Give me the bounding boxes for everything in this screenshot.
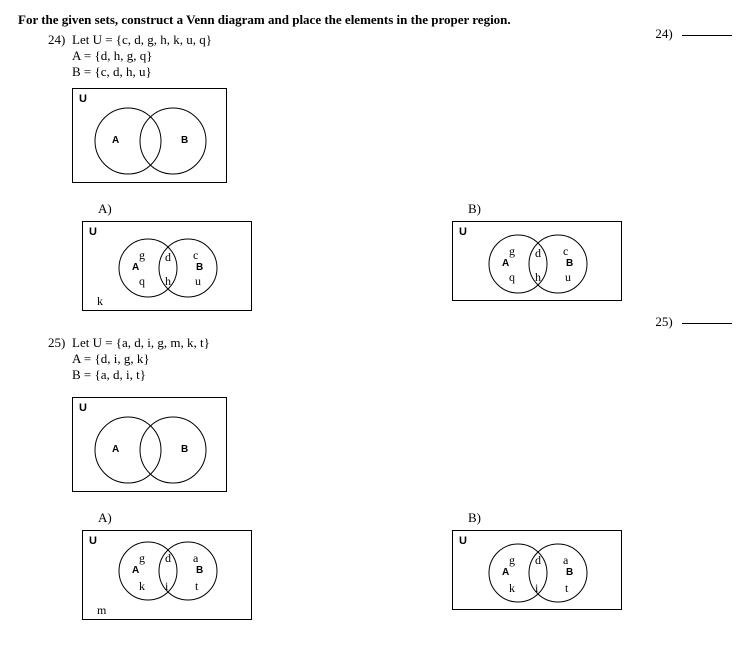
q24-line1: Let U = {c, d, g, h, k, u, q} [72,32,732,48]
venn-element: h [535,270,541,285]
q25-choice-a: A) U ABgdakitm [82,510,252,620]
venn-element: k [139,579,145,594]
venn-element: u [565,270,571,285]
q25-main-venn: U AB [72,397,732,496]
choice-b-label: B) [468,510,622,526]
q24-line3: B = {c, d, h, u} [72,64,732,80]
venn-element: a [193,551,198,566]
set-b-label: B [181,444,188,455]
qnum-25: 25) [48,335,65,351]
instruction-text: For the given sets, construct a Venn dia… [18,12,732,28]
set-b-label: B [196,262,203,273]
venn-element: t [195,579,198,594]
q25-choices: A) U ABgdakitm B) U ABgdakit [82,510,732,620]
blank-line-25 [682,323,732,324]
set-b-label: B [181,135,188,146]
q24-choice-a: A) U ABgdcqhuk [82,201,252,311]
venn-element: c [193,248,198,263]
venn-element: a [563,553,568,568]
answer-blank-25: 25) [655,314,732,330]
choice-a-label: A) [98,201,252,217]
q25-line1: Let U = {a, d, i, g, m, k, t} [72,335,732,351]
set-a-label: A [132,565,139,576]
venn-element: g [509,244,515,259]
venn-element: g [139,551,145,566]
venn-element: t [565,581,568,596]
answer-num-25: 25) [655,314,672,329]
set-a-label: A [132,262,139,273]
venn-element: i [535,581,538,596]
set-b-label: B [196,565,203,576]
set-b-label: B [566,258,573,269]
venn-element: d [165,250,171,265]
venn-element: q [139,274,145,289]
venn-element: m [97,603,106,618]
q25-line2: A = {d, i, g, k} [72,351,732,367]
set-b-label: B [566,567,573,578]
venn-element: c [563,244,568,259]
question-24: 24) Let U = {c, d, g, h, k, u, q} A = {d… [50,32,732,311]
venn-element: g [139,248,145,263]
set-a-label: A [112,444,119,455]
q24-main-venn: U AB [72,88,732,187]
set-a-label: A [112,135,119,146]
choice-a-label: A) [98,510,252,526]
q25-line3: B = {a, d, i, t} [72,367,732,383]
venn-element: d [535,553,541,568]
choice-b-label: B) [468,201,622,217]
venn-element: h [165,274,171,289]
q25-choice-b: B) U ABgdakit [452,510,622,620]
venn-element: d [535,246,541,261]
venn-element: q [509,270,515,285]
q24-choice-b: B) U ABgdcqhu [452,201,622,311]
venn-element: d [165,551,171,566]
venn-element: i [165,579,168,594]
venn-element: u [195,274,201,289]
question-25: 25) Let U = {a, d, i, g, m, k, t} A = {d… [50,335,732,620]
qnum-24: 24) [48,32,65,48]
venn-element: g [509,553,515,568]
venn-element: k [509,581,515,596]
set-a-label: A [502,258,509,269]
q24-line2: A = {d, h, g, q} [72,48,732,64]
set-a-label: A [502,567,509,578]
venn-element: k [97,294,103,309]
q24-choices: A) U ABgdcqhuk B) U ABgdcqhu [82,201,732,311]
